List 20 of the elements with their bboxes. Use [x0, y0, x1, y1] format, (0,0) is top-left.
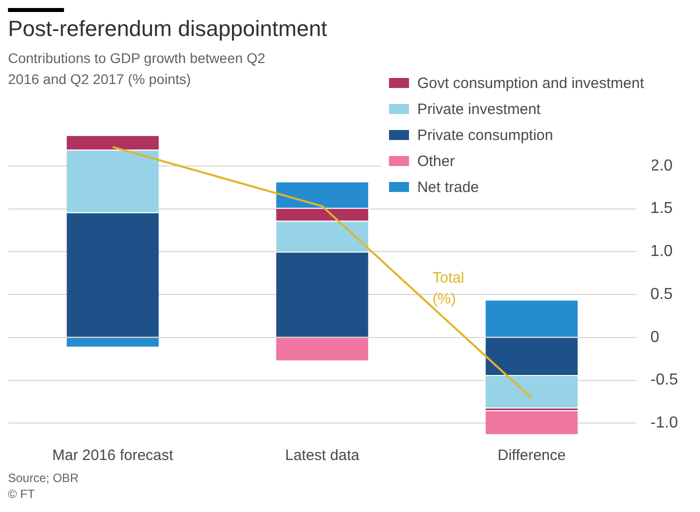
x-tick-label: Difference: [498, 447, 566, 464]
legend-label: Govt consumption and investment: [417, 74, 644, 92]
y-tick-label: 2.0: [650, 157, 673, 174]
text: © FT: [8, 486, 36, 502]
y-tick-label: 0.5: [650, 286, 673, 303]
chart-subtitle: Contributions to GDP growth between Q2 2016 and Q2 2017 (% points): [8, 49, 266, 89]
legend-label: Private investment: [417, 100, 541, 118]
y-tick-label: 1.0: [650, 243, 673, 260]
x-tick-label: Latest data: [285, 447, 360, 464]
series-label: Total (%): [432, 270, 464, 308]
y-tick-label: -0.5: [650, 372, 678, 389]
chart-title: Post-referendum disappointment: [8, 16, 328, 42]
y-tick-label: 0: [650, 328, 660, 346]
y-tick-label: 1.5: [650, 200, 673, 218]
x-tick-label: Mar 2016 forecast: [52, 447, 174, 464]
legend-label: Other: [417, 152, 455, 170]
source-note: Source; OBR: [8, 470, 79, 486]
y-tick-label: -1.0: [650, 414, 678, 432]
legend-label: Private consumption: [417, 126, 554, 144]
legend-label: Net trade: [417, 178, 479, 196]
